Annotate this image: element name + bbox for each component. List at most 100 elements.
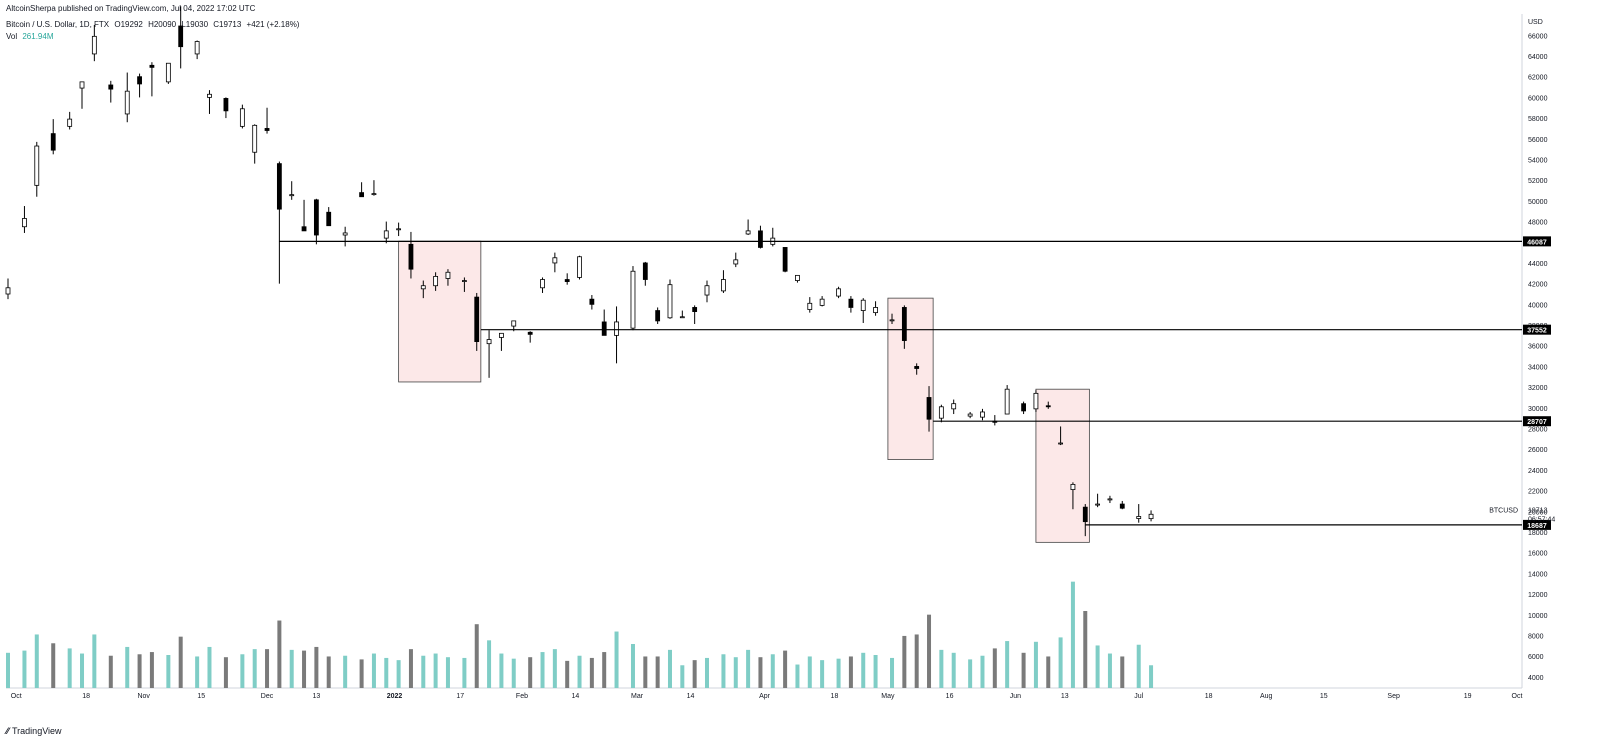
- level-label: 37552: [1527, 328, 1547, 335]
- volume-bar: [314, 646, 319, 688]
- price-tick-label: 60000: [1528, 95, 1548, 102]
- candle-body: [733, 259, 739, 265]
- time-tick-label: 15: [197, 693, 205, 700]
- level-label-bg: [1523, 324, 1551, 335]
- candle-body: [124, 90, 130, 115]
- candle-body: [819, 298, 825, 306]
- symbol-title[interactable]: Bitcoin / U.S. Dollar, 1D, FTX: [6, 20, 110, 29]
- volume-bar: [125, 646, 130, 688]
- time-tick-label: Jun: [1010, 693, 1021, 700]
- time-tick-label: Feb: [516, 693, 528, 700]
- candle-body: [1095, 503, 1101, 506]
- tradingview-logo-icon: ⁄⁄: [6, 726, 10, 736]
- price-tick-label: 26000: [1528, 447, 1548, 454]
- volume-bar: [359, 659, 364, 688]
- high-value: H20090: [148, 20, 177, 29]
- volume-bar: [565, 660, 570, 688]
- candle-body: [1058, 442, 1063, 445]
- candle-body: [1082, 506, 1088, 523]
- volume-bar: [289, 649, 294, 688]
- volume-bar: [807, 656, 812, 688]
- volume-bar: [589, 657, 594, 688]
- candle-body: [511, 320, 517, 327]
- time-tick-label: Sep: [1387, 693, 1400, 700]
- price-tick-label: 52000: [1528, 178, 1548, 185]
- volume-bar: [195, 656, 200, 688]
- close-value: C19713: [213, 20, 242, 29]
- price-tick-label: 6000: [1528, 654, 1544, 661]
- candle-body: [914, 366, 920, 369]
- candle-body: [252, 124, 258, 153]
- volume-bar: [252, 649, 257, 688]
- highlight-box: [1035, 388, 1090, 543]
- candle-body: [301, 226, 307, 232]
- time-tick-label: 13: [1061, 693, 1069, 700]
- volume-bar: [914, 634, 919, 688]
- candle-body: [795, 274, 800, 281]
- time-tick-label: Apr: [759, 693, 771, 700]
- volume-bar: [1033, 641, 1038, 688]
- candle-body: [22, 218, 27, 228]
- price-tick-label: 58000: [1528, 116, 1548, 123]
- candle-body: [239, 108, 245, 127]
- volume-bar: [92, 634, 97, 688]
- candle-body: [601, 321, 607, 336]
- candle-body: [462, 280, 467, 282]
- candle-body: [313, 199, 319, 236]
- candle-body: [1033, 392, 1039, 410]
- volume-bar: [108, 655, 113, 688]
- volume-bar: [240, 654, 245, 688]
- time-tick-label: May: [881, 693, 895, 700]
- candle-body: [642, 262, 648, 280]
- candle-body: [836, 288, 841, 297]
- volume-bar: [873, 655, 878, 688]
- candle-body: [67, 118, 73, 127]
- level-label-bg: [1523, 236, 1551, 247]
- candle-body: [889, 319, 895, 322]
- tradingview-logo-text[interactable]: TradingView: [12, 726, 62, 736]
- volume-bar: [630, 644, 635, 688]
- time-tick-label: Nov: [137, 693, 150, 700]
- time-tick-label: 18: [82, 693, 90, 700]
- price-tick-label: 66000: [1528, 33, 1548, 40]
- candle-body: [782, 247, 788, 272]
- volume-bar: [6, 652, 10, 688]
- price-tick-label: 34000: [1528, 364, 1548, 371]
- candle-body: [745, 230, 751, 235]
- candle-body: [194, 41, 200, 55]
- candle-body: [396, 228, 402, 231]
- volume-bar: [939, 649, 944, 688]
- volume-bar: [302, 650, 307, 688]
- volume-bar: [51, 643, 56, 688]
- volume-bar: [890, 657, 895, 688]
- volume-label[interactable]: Vol: [6, 32, 18, 41]
- candle-body: [1136, 516, 1142, 519]
- volume-bar: [511, 658, 516, 688]
- volume-bar: [474, 624, 479, 688]
- candle-body: [420, 285, 426, 290]
- candle-body: [1148, 513, 1154, 520]
- candle-body: [1119, 503, 1125, 509]
- volume-bar: [223, 657, 228, 688]
- price-tick-label: 14000: [1528, 571, 1548, 578]
- candle-body: [499, 332, 504, 338]
- candle-body: [474, 296, 480, 342]
- candle-body: [342, 232, 348, 236]
- volume-bar: [1120, 656, 1125, 688]
- time-tick-label: Jul: [1134, 693, 1143, 700]
- candle-body: [552, 257, 558, 264]
- candle-body: [1045, 405, 1051, 408]
- open-value: O19292: [114, 20, 143, 29]
- volume-bar: [445, 657, 450, 688]
- time-tick-label: Dec: [261, 693, 274, 700]
- price-tick-label: 12000: [1528, 592, 1548, 599]
- price-tick-label: 54000: [1528, 157, 1548, 164]
- change-value: +421 (+2.18%): [246, 20, 300, 29]
- highlight-box: [887, 297, 934, 460]
- candle-body: [223, 98, 229, 112]
- volume-bar: [408, 649, 413, 688]
- chart-header-published: AltcoinSherpa published on TradingView.c…: [6, 4, 258, 13]
- candle-body: [371, 193, 377, 196]
- volume-bar: [371, 653, 376, 688]
